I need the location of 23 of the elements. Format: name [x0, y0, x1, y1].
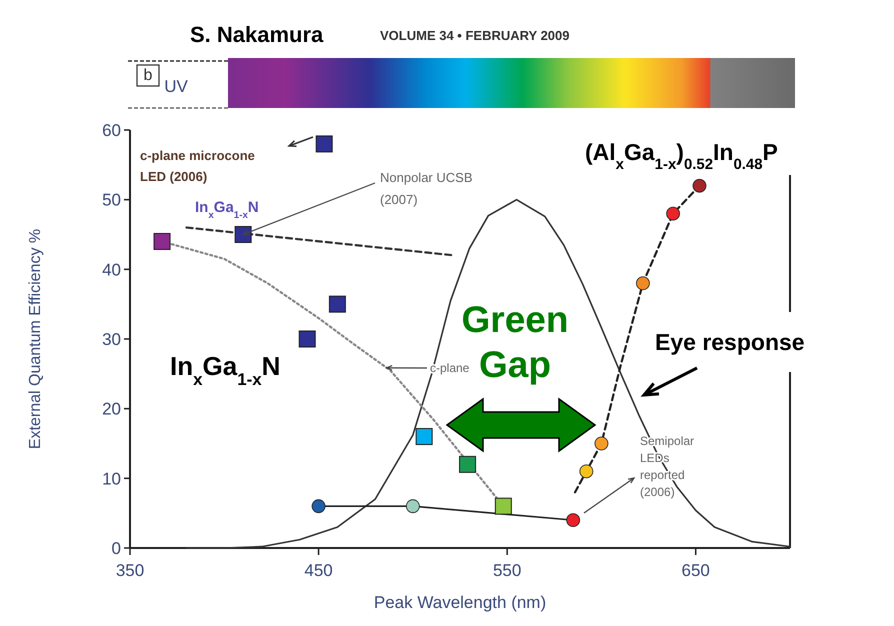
chart-title: S. Nakamura [190, 22, 324, 47]
y-tick-label: 40 [102, 260, 121, 280]
annotation: In$_{x}$Ga$_{1-x}$N [170, 351, 280, 388]
text: b [144, 67, 153, 84]
y-tick-label: 50 [102, 190, 121, 210]
x-tick-label: 450 [304, 561, 333, 580]
y-tick-label: 0 [112, 538, 121, 558]
y-tick-label: 20 [102, 400, 121, 419]
annotation: In$_{x}$Ga$_{1-x}$N [195, 199, 259, 220]
text: UV [164, 77, 188, 96]
text: (Al$_{x}$Ga$_{1-x}$)$_{0.52}$In$_{0.48}$P [585, 139, 778, 172]
y-tick-label: 60 [102, 120, 121, 140]
x-tick-label: 650 [682, 561, 710, 580]
y-tick-label: 10 [102, 469, 121, 488]
annotation: Eye response [655, 329, 805, 355]
y-tick-label: 30 [102, 330, 121, 349]
annotation: c-plane microcone LED (2006) [140, 148, 255, 184]
x-tick-label: 350 [116, 561, 144, 580]
x-axis-title: Peak Wavelength (nm) [374, 593, 546, 612]
x-tick-label: 550 [492, 561, 522, 580]
y-axis-title: External Quantum Efficiency % [27, 228, 44, 450]
annotation: Nonpolar UCSB (2007) [380, 170, 472, 207]
chart-subtitle: VOLUME 34 • FEBRUARY 2009 [380, 28, 570, 43]
